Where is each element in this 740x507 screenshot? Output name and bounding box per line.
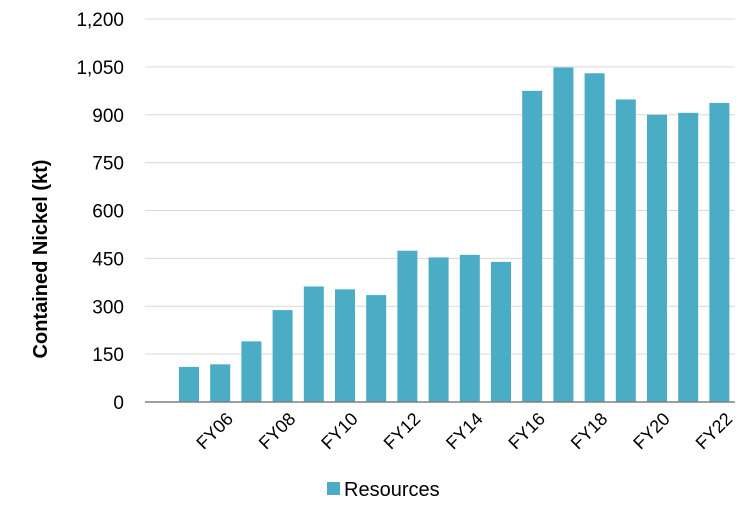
x-tick-label: FY16 xyxy=(504,409,549,454)
bar xyxy=(678,112,699,403)
x-tick-labels: FY06 FY08 FY10 FY12 FY14 FY16 FY18 FY20 FY22 xyxy=(192,409,736,454)
y-tick-label: 600 xyxy=(92,202,124,223)
y-tick-label: 150 xyxy=(92,345,124,366)
bar xyxy=(241,341,262,402)
bar xyxy=(179,366,199,402)
x-tick-label: FY08 xyxy=(255,409,300,454)
bar xyxy=(210,364,231,402)
y-tick-label: 300 xyxy=(92,297,124,318)
bar xyxy=(615,99,636,403)
bar xyxy=(428,257,449,402)
bar xyxy=(522,90,543,402)
x-tick-label: FY10 xyxy=(317,409,362,454)
bars xyxy=(179,67,730,403)
bar xyxy=(366,295,387,402)
bar xyxy=(335,289,355,402)
y-tick-label: 1,050 xyxy=(76,58,124,79)
x-tick-label: FY22 xyxy=(692,409,737,454)
legend: Resources xyxy=(327,479,440,501)
y-axis-title: Contained Nickel (kt) xyxy=(30,160,52,359)
bar xyxy=(709,102,730,403)
bar xyxy=(272,310,293,402)
x-tick-label: FY12 xyxy=(380,409,425,454)
bar xyxy=(397,250,418,402)
legend-swatch xyxy=(327,482,340,495)
legend-label: Resources xyxy=(344,479,440,501)
bar xyxy=(459,254,480,402)
bar xyxy=(553,67,574,402)
x-tick-label: FY06 xyxy=(192,409,237,454)
bar xyxy=(647,114,667,402)
y-tick-label: 1,200 xyxy=(76,10,124,31)
x-tick-label: FY18 xyxy=(567,409,612,454)
bar xyxy=(303,286,324,402)
x-tick-label: FY14 xyxy=(442,409,487,454)
y-tick-label: 0 xyxy=(113,393,124,414)
y-tick-label: 900 xyxy=(92,106,124,127)
bar xyxy=(584,73,605,402)
bar xyxy=(491,261,511,402)
x-tick-label: FY20 xyxy=(629,409,674,454)
y-tick-label: 750 xyxy=(92,154,124,175)
y-tick-label: 450 xyxy=(92,249,124,270)
y-tick-labels: 0 150 300 450 600 750 900 1,050 1,200 xyxy=(76,10,124,414)
